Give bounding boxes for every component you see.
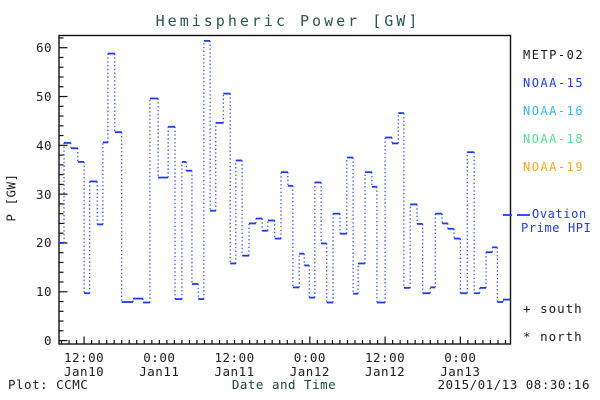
ovation-prime-hpi-label: Ovation Prime HPI <box>521 207 592 235</box>
x-axis-title: Date and Time <box>231 377 337 392</box>
x-tick-date: Jan12 <box>289 363 330 379</box>
chart-frame <box>58 34 512 345</box>
ovation-label-line1: Ovation <box>532 207 587 221</box>
legend-item-metp-02: METP-02 <box>523 48 585 62</box>
legend-item-noaa-15: NOAA-15 <box>523 76 585 90</box>
x-tick-label: 0:00 Jan13 <box>418 351 502 378</box>
asterisk-icon: * <box>523 329 532 344</box>
x-tick-date: Jan11 <box>214 363 255 379</box>
x-tick-label: 0:00 Jan12 <box>268 351 352 378</box>
x-tick-label: 12:00 Jan12 <box>343 351 427 378</box>
y-tick-label: 0 <box>43 333 52 349</box>
north-marker-key: * north <box>523 329 583 344</box>
plus-icon: + <box>523 301 532 316</box>
plot-source-text: Plot: CCMC <box>8 377 89 392</box>
x-tick-time: 12:00 <box>64 350 105 365</box>
ovation-label-line2: Prime HPI <box>521 220 592 235</box>
legend-item-noaa-16: NOAA-16 <box>523 104 585 118</box>
north-label: north <box>540 329 583 344</box>
south-label: south <box>540 301 583 316</box>
x-tick-time: 12:00 <box>214 350 255 365</box>
x-tick-time: 0:00 <box>444 350 477 365</box>
y-tick-label: 50 <box>35 89 52 105</box>
x-tick-label: 0:00 Jan11 <box>117 351 201 378</box>
x-tick-date: Jan13 <box>440 363 481 379</box>
x-tick-time: 0:00 <box>143 350 176 365</box>
x-tick-label: 12:00 Jan10 <box>42 351 126 378</box>
x-tick-time: 0:00 <box>293 350 326 365</box>
y-tick-label: 60 <box>35 40 52 56</box>
chart-title: Hemispheric Power [GW] <box>155 12 421 30</box>
legend-item-noaa-19: NOAA-19 <box>523 160 585 174</box>
x-tick-label: 12:00 Jan11 <box>193 351 277 378</box>
y-tick-label: 10 <box>35 284 52 300</box>
y-tick-label: 30 <box>35 186 52 202</box>
x-tick-date: Jan12 <box>365 363 406 379</box>
x-tick-date: Jan10 <box>64 363 105 379</box>
legend-item-noaa-18: NOAA-18 <box>523 132 585 146</box>
x-tick-date: Jan11 <box>139 363 180 379</box>
plot-timestamp: 2015/01/13 08:30:16 <box>437 377 590 392</box>
y-tick-label: 20 <box>35 235 52 251</box>
x-tick-time: 12:00 <box>365 350 406 365</box>
south-marker-key: + south <box>523 301 583 316</box>
y-tick-label: 40 <box>35 137 52 153</box>
